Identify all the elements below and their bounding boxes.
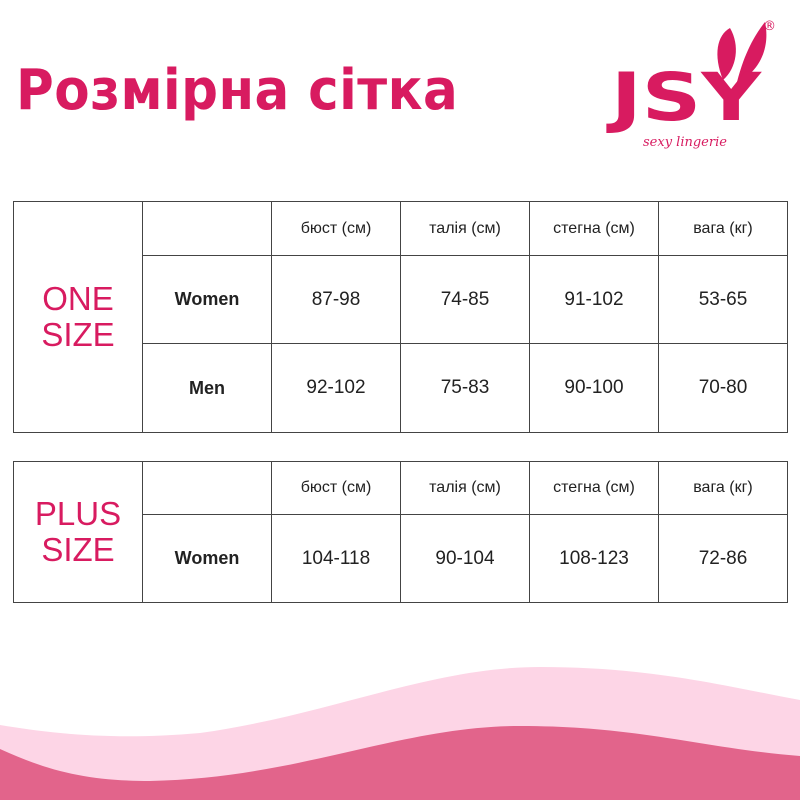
header-waist: талія (см) xyxy=(400,461,530,515)
plus-size-label: PLUS SIZE xyxy=(13,461,143,603)
cell: 90-100 xyxy=(529,343,659,433)
row-label: Women xyxy=(142,514,272,603)
header-hips: стегна (см) xyxy=(529,201,659,256)
brand-logo: ® JSY sexy lingerie xyxy=(606,19,776,150)
header-bust: бюст (см) xyxy=(271,201,401,256)
cell: 53-65 xyxy=(658,255,788,344)
cell: 87-98 xyxy=(271,255,401,344)
cell: 75-83 xyxy=(400,343,530,433)
cell: 108-123 xyxy=(529,514,659,603)
plus-size-table: PLUS SIZE бюст (см) талія (см) стегна (см… xyxy=(13,461,788,603)
table-row: Women 104-118 90-104 108-123 72-86 xyxy=(14,514,788,603)
wave-dark xyxy=(0,726,800,800)
header-bust: бюст (см) xyxy=(271,461,401,515)
cell: 92-102 xyxy=(271,343,401,433)
page-title: Розмірна сітка xyxy=(16,58,459,123)
cell: 74-85 xyxy=(400,255,530,344)
row-label: Women xyxy=(142,255,272,344)
row-label: Men xyxy=(142,343,272,433)
header-weight: вага (кг) xyxy=(658,461,788,515)
empty-cell xyxy=(142,461,272,515)
cell: 90-104 xyxy=(400,514,530,603)
one-size-table: ONE SIZE бюст (см) талія (см) стегна (см)… xyxy=(13,201,788,433)
cell: 104-118 xyxy=(271,514,401,603)
svg-text:®: ® xyxy=(763,19,776,34)
cell: 70-80 xyxy=(658,343,788,433)
header-weight: вага (кг) xyxy=(658,201,788,256)
cell: 72-86 xyxy=(658,514,788,603)
table-row: Men 92-102 75-83 90-100 70-80 xyxy=(14,343,788,433)
table-row: Women 87-98 74-85 91-102 53-65 xyxy=(14,255,788,344)
svg-text:JSY: JSY xyxy=(606,59,763,136)
svg-text:sexy lingerie: sexy lingerie xyxy=(643,135,727,150)
cell: 91-102 xyxy=(529,255,659,344)
